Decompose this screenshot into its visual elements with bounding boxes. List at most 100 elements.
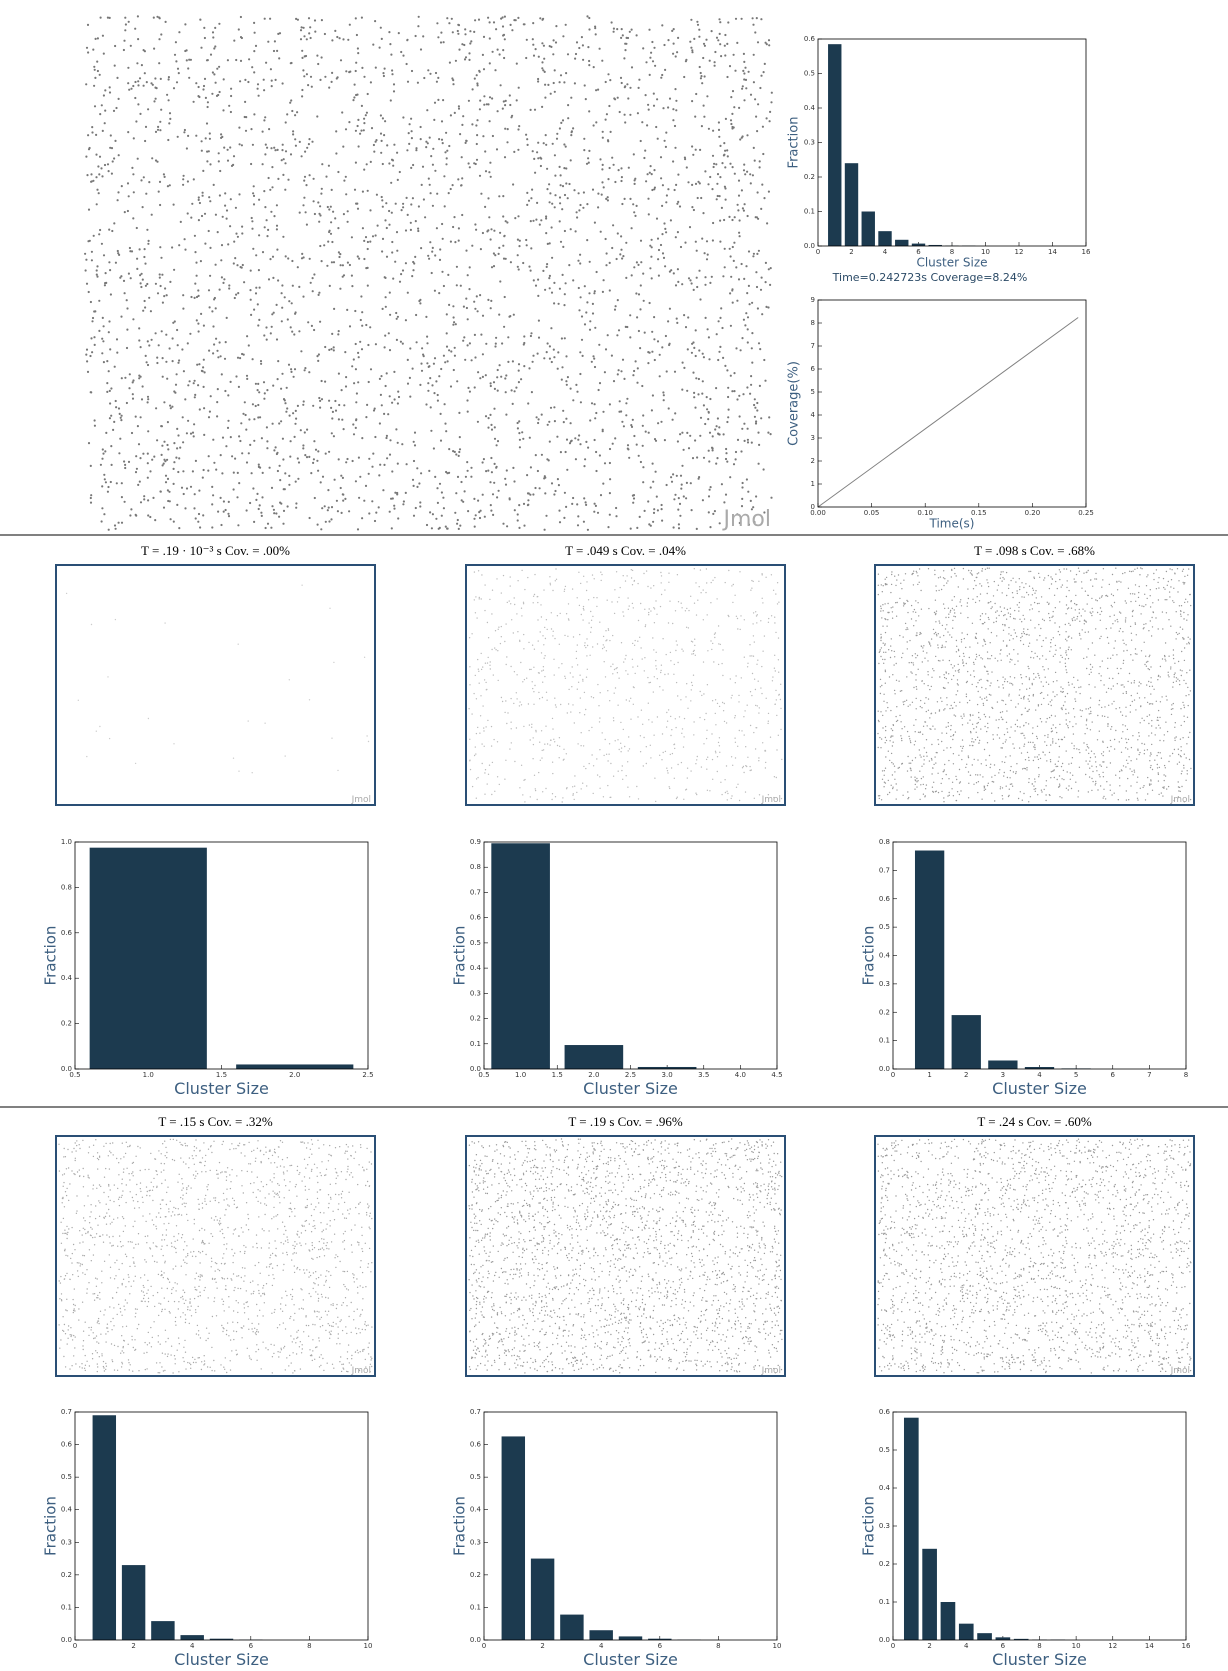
x-axis-label: Cluster Size <box>583 1650 678 1669</box>
y-tick-label: 0.5 <box>804 70 815 78</box>
x-tick-label: 14 <box>1145 1642 1154 1650</box>
watermark: Jmol <box>761 1366 781 1376</box>
bar <box>988 1060 1017 1069</box>
y-tick-label: 0.4 <box>61 1506 73 1514</box>
bar <box>180 1635 203 1640</box>
x-tick-label: 1.5 <box>552 1071 563 1079</box>
y-tick-label: 0.2 <box>879 1008 890 1016</box>
x-tick-label: 6 <box>1001 1642 1006 1650</box>
bar <box>941 1602 956 1640</box>
y-tick-label: 0.6 <box>470 1441 482 1449</box>
x-tick-label: 2 <box>964 1071 968 1079</box>
x-tick-label: 2.0 <box>588 1071 599 1079</box>
figure: Time=0.242723s Coverage=8.24% JmolJmolT … <box>0 0 1228 1671</box>
y-tick-label: 0.4 <box>879 1484 891 1492</box>
y-tick-label: 0.6 <box>61 1441 73 1449</box>
x-tick-label: 0 <box>73 1642 77 1650</box>
snapshot-frame <box>56 565 375 805</box>
x-tick-label: 0 <box>891 1071 895 1079</box>
bar <box>502 1436 525 1640</box>
bar <box>491 843 550 1069</box>
bar <box>619 1636 642 1640</box>
x-tick-label: 3.5 <box>698 1071 709 1079</box>
x-tick-label: 4 <box>964 1642 969 1650</box>
y-tick-label: 0.6 <box>61 929 73 937</box>
y-tick-label: 0.3 <box>470 1538 481 1546</box>
axes-frame <box>484 1412 777 1640</box>
y-tick-label: 0.0 <box>470 1636 481 1644</box>
y-tick-label: 6 <box>811 365 816 373</box>
y-tick-label: 0.7 <box>61 1408 72 1416</box>
y-tick-label: 0.5 <box>61 1473 72 1481</box>
bar <box>560 1615 583 1640</box>
x-axis-label: Cluster Size <box>992 1650 1087 1669</box>
y-tick-label: 0.3 <box>470 989 481 997</box>
x-tick-label: 10 <box>773 1642 782 1650</box>
x-tick-label: 0 <box>482 1642 486 1650</box>
x-tick-label: 8 <box>307 1642 311 1650</box>
bar <box>845 163 858 246</box>
bar <box>952 1015 981 1069</box>
x-tick-label: 5 <box>1074 1071 1078 1079</box>
bar <box>922 1549 937 1640</box>
y-tick-label: 0.1 <box>879 1037 890 1045</box>
bar <box>828 44 841 246</box>
y-tick-label: 4 <box>811 411 816 419</box>
y-tick-label: 0.0 <box>61 1636 72 1644</box>
watermark: Jmol <box>1170 795 1190 805</box>
y-tick-label: 0.0 <box>879 1065 890 1073</box>
y-tick-label: 0.4 <box>61 974 73 982</box>
x-tick-label: 16 <box>1082 248 1091 256</box>
y-tick-label: 0.1 <box>470 1603 481 1611</box>
x-tick-label: 0 <box>816 248 820 256</box>
x-tick-label: 4.0 <box>735 1071 746 1079</box>
x-tick-label: 2 <box>540 1642 544 1650</box>
y-tick-label: 0.3 <box>804 139 815 147</box>
bar <box>589 1630 612 1640</box>
y-tick-label: 0.6 <box>879 1408 891 1416</box>
x-tick-label: 12 <box>1108 1642 1117 1650</box>
y-tick-label: 0.4 <box>470 1506 482 1514</box>
x-tick-label: 14 <box>1048 248 1057 256</box>
x-tick-label: 2.5 <box>625 1071 636 1079</box>
x-tick-label: 4 <box>599 1642 604 1650</box>
bar <box>878 231 891 246</box>
x-tick-label: 2 <box>927 1642 931 1650</box>
y-tick-label: 0.0 <box>470 1065 481 1073</box>
x-tick-label: 3.0 <box>662 1071 673 1079</box>
y-tick-label: 0.5 <box>879 923 890 931</box>
y-tick-label: 0.2 <box>470 1571 481 1579</box>
y-axis-label: Fraction <box>451 926 469 986</box>
bar <box>122 1565 145 1640</box>
x-tick-label: 7 <box>1147 1071 1151 1079</box>
x-axis-label: Cluster Size <box>174 1650 269 1669</box>
y-tick-label: 0.1 <box>61 1603 72 1611</box>
bar <box>93 1415 116 1640</box>
x-tick-label: 2.5 <box>362 1071 373 1079</box>
x-tick-label: 2 <box>131 1642 135 1650</box>
y-tick-label: 0.1 <box>879 1598 890 1606</box>
y-tick-label: 0.7 <box>879 866 890 874</box>
x-tick-label: 16 <box>1182 1642 1191 1650</box>
y-tick-label: 0.3 <box>879 1522 890 1530</box>
y-tick-label: 0.8 <box>879 838 890 846</box>
x-tick-label: 6 <box>1111 1071 1116 1079</box>
bar <box>565 1045 624 1069</box>
y-tick-label: 0.5 <box>879 1446 890 1454</box>
x-tick-label: 2 <box>849 248 853 256</box>
snapshot-frame <box>875 1136 1194 1376</box>
y-tick-label: 0.2 <box>879 1560 890 1568</box>
x-tick-label: 1.0 <box>143 1071 154 1079</box>
y-tick-label: 0.2 <box>61 1020 72 1028</box>
x-tick-label: 1.5 <box>216 1071 227 1079</box>
y-tick-label: 0.0 <box>61 1065 72 1073</box>
watermark: Jmol <box>1170 1366 1190 1376</box>
y-axis-label: Fraction <box>860 1496 878 1556</box>
y-tick-label: 1 <box>811 480 815 488</box>
x-tick-label: 1.0 <box>515 1071 526 1079</box>
y-tick-label: 0.6 <box>879 895 891 903</box>
x-tick-label: 8 <box>1184 1071 1188 1079</box>
x-axis-label: Cluster Size <box>992 1079 1087 1098</box>
panel-title: T = .19 s Cov. = .96% <box>568 1114 683 1129</box>
atom-dots <box>469 569 782 802</box>
